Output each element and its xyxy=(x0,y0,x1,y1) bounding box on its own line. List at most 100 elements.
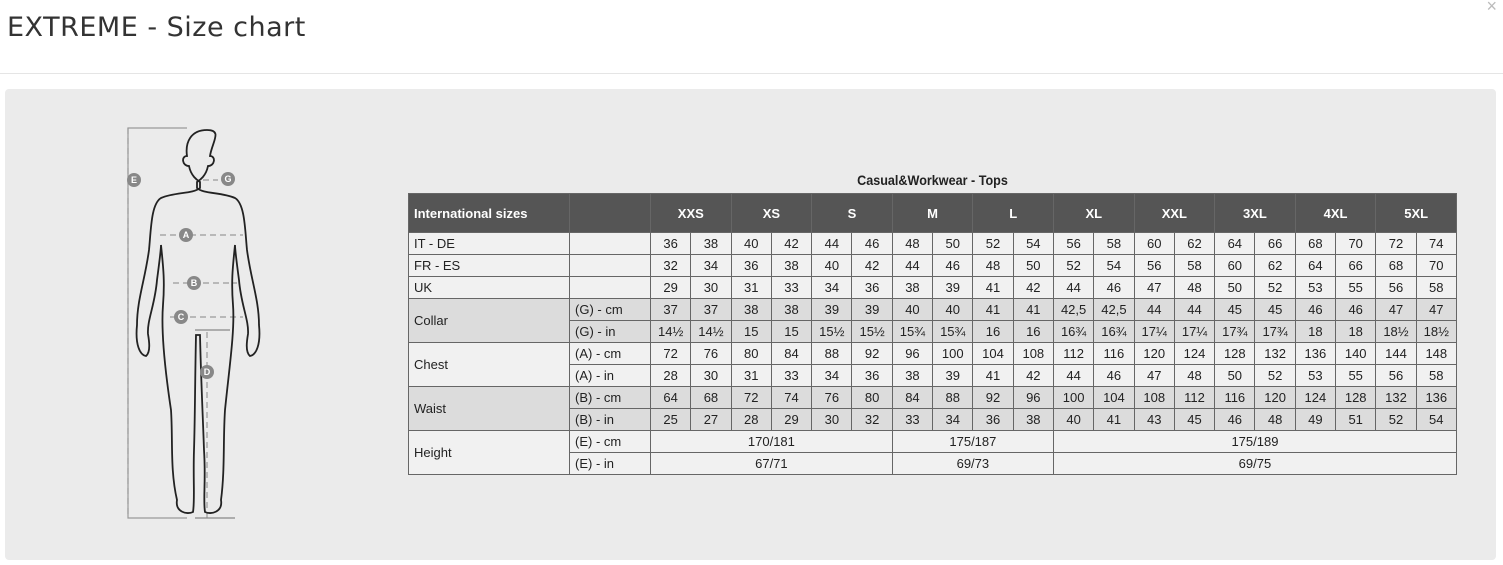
size-value: 46 xyxy=(932,254,974,277)
size-value: 31 xyxy=(730,364,772,387)
table-row: (A) - in 28 30 31 33 34 36 38 39 41 42 44 46 47 48 50 52… xyxy=(409,364,1457,387)
label-b: B xyxy=(191,278,198,288)
size-value: 43 xyxy=(1133,408,1175,431)
table-row: Waist (B) - cm 64 68 72 74 76 80 84 88 92 96 100 104 1… xyxy=(408,386,1457,431)
size-value: 28 xyxy=(649,364,692,387)
size-value: 100 xyxy=(932,342,974,365)
unit-label: (E) - cm xyxy=(569,430,651,453)
size-value: 36 xyxy=(649,232,692,255)
size-value: 47 xyxy=(1375,298,1417,321)
size-value: 41 xyxy=(1012,298,1054,321)
unit-blank xyxy=(569,276,651,299)
size-value: 80 xyxy=(730,342,772,365)
size-value: 48 xyxy=(1173,364,1216,387)
size-value: 40 xyxy=(932,298,974,321)
size-value: 44 xyxy=(1133,298,1175,321)
header-divider xyxy=(0,73,1503,74)
size-value: 42 xyxy=(1012,364,1054,387)
size-value: 60 xyxy=(1133,232,1175,255)
size-value: 37 xyxy=(649,298,692,321)
size-value: 76 xyxy=(811,386,853,409)
size-value: 54 xyxy=(1415,408,1457,431)
size-value: 54 xyxy=(1093,254,1135,277)
size-value: 47 xyxy=(1415,298,1457,321)
size-value: 32 xyxy=(649,254,692,277)
close-button[interactable]: × xyxy=(1486,0,1497,16)
size-value: 38 xyxy=(1012,408,1054,431)
size-header: XXS xyxy=(650,193,732,233)
label-d: D xyxy=(204,367,211,377)
size-value: 39 xyxy=(932,276,974,299)
size-value: 15½ xyxy=(811,320,853,343)
size-value: 55 xyxy=(1335,276,1377,299)
size-value: 96 xyxy=(1012,386,1054,409)
size-value: 29 xyxy=(649,276,692,299)
size-value: 80 xyxy=(851,386,893,409)
size-value: 28 xyxy=(730,408,772,431)
size-value: 17¾ xyxy=(1214,320,1256,343)
size-value: 16 xyxy=(972,320,1014,343)
size-value: 15¾ xyxy=(932,320,974,343)
size-value: 15¾ xyxy=(891,320,934,343)
size-value: 128 xyxy=(1214,342,1256,365)
size-value: 58 xyxy=(1415,276,1457,299)
size-value: 124 xyxy=(1294,386,1337,409)
table-row: Collar (G) - cm 37 37 38 38 39 39 40 40 41 41 42,5 42… xyxy=(408,298,1457,343)
size-value: 33 xyxy=(770,364,813,387)
size-value: 30 xyxy=(690,364,732,387)
size-value: 45 xyxy=(1173,408,1216,431)
unit-label: (B) - cm xyxy=(569,386,651,409)
size-value: 66 xyxy=(1335,254,1377,277)
size-header: XL xyxy=(1052,193,1135,233)
size-value: 120 xyxy=(1254,386,1296,409)
row-label: UK xyxy=(408,276,570,299)
size-value: 74 xyxy=(1415,232,1457,255)
modal-title: EXTREME - Size chart xyxy=(7,12,306,43)
unit-label: (G) - in xyxy=(569,320,651,343)
size-value: 40 xyxy=(811,254,853,277)
size-value: 56 xyxy=(1133,254,1175,277)
unit-label: (G) - cm xyxy=(569,298,651,321)
table-row: (E) - in 67/71 69/73 69/75 xyxy=(409,452,1457,475)
size-value: 48 xyxy=(972,254,1014,277)
size-value: 31 xyxy=(730,276,772,299)
size-value: 53 xyxy=(1294,364,1337,387)
size-value: 37 xyxy=(690,298,732,321)
header-row: International sizes XXS XS S M L XL XXL 3XL 4XL 5X… xyxy=(408,193,1457,233)
height-value: 170/181 xyxy=(650,430,893,453)
label-g: G xyxy=(224,174,231,184)
unit-label: (E) - in xyxy=(569,452,651,475)
size-value: 45 xyxy=(1214,298,1256,321)
size-value: 116 xyxy=(1093,342,1135,365)
size-value: 136 xyxy=(1415,386,1457,409)
size-value: 64 xyxy=(649,386,692,409)
size-value: 34 xyxy=(690,254,732,277)
size-value: 40 xyxy=(1052,408,1095,431)
size-header: 4XL xyxy=(1294,193,1377,233)
size-value: 50 xyxy=(1214,276,1256,299)
size-value: 68 xyxy=(1375,254,1417,277)
size-value: 34 xyxy=(811,276,853,299)
size-value: 96 xyxy=(891,342,934,365)
size-value: 48 xyxy=(1254,408,1296,431)
size-value: 16 xyxy=(1012,320,1054,343)
size-value: 140 xyxy=(1335,342,1377,365)
size-value: 124 xyxy=(1173,342,1216,365)
size-value: 48 xyxy=(891,232,934,255)
size-value: 38 xyxy=(770,298,813,321)
size-value: 128 xyxy=(1335,386,1377,409)
size-value: 70 xyxy=(1335,232,1377,255)
size-value: 34 xyxy=(932,408,974,431)
size-value: 18 xyxy=(1335,320,1377,343)
height-value: 69/75 xyxy=(1052,452,1457,475)
size-value: 132 xyxy=(1254,342,1296,365)
label-e: E xyxy=(131,175,137,185)
size-value: 44 xyxy=(1052,364,1095,387)
size-value: 15 xyxy=(770,320,813,343)
size-value: 38 xyxy=(891,364,934,387)
unit-label: (B) - in xyxy=(569,408,651,431)
size-value: 49 xyxy=(1294,408,1337,431)
size-header: S xyxy=(811,193,893,233)
size-header: L xyxy=(972,193,1054,233)
size-value: 29 xyxy=(770,408,813,431)
